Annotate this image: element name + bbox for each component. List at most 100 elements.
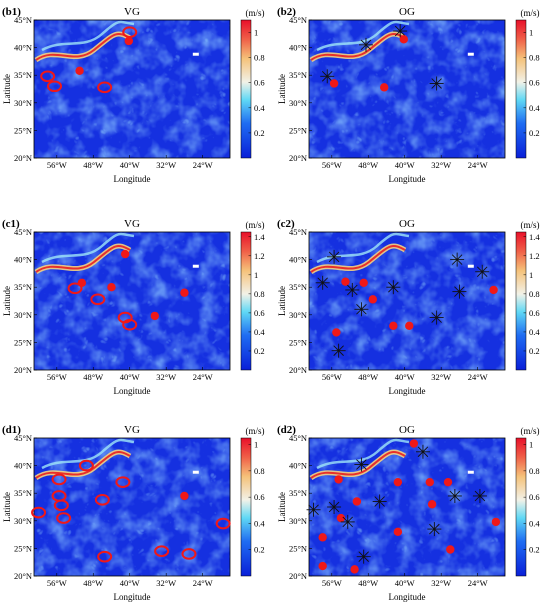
map-frame: [33, 19, 231, 159]
eddy-dot: [399, 35, 409, 44]
colorbar-tick-label: 0.2: [254, 346, 265, 356]
eddy-star: [356, 549, 371, 564]
y-tick-label: 35°N: [289, 282, 307, 292]
eddy-dot: [427, 500, 437, 509]
white-marker: [192, 52, 199, 56]
panel-c2: 56°W 48°W 40°W 32°W 24°W 20°N 25°N 30°N 35°N 40°N…: [277, 218, 540, 396]
colorbar-tick-label: 1: [254, 270, 258, 280]
eddy-star: [429, 76, 444, 91]
y-tick-label: 30°N: [289, 310, 307, 320]
colorbar: 0.2 0.4 0.6 0.8 1 1.2 1.4 (m/s): [515, 220, 540, 371]
eddy-dot: [150, 311, 159, 321]
star-stroke: [417, 446, 429, 458]
eddy-dot: [359, 278, 368, 287]
y-tick-label: 45°N: [14, 227, 32, 237]
colorbar-tick-label: 0.6: [254, 308, 265, 318]
eddy-dot: [352, 497, 362, 506]
colorbar-tick-label: 0.4: [254, 518, 265, 528]
eddy-dot: [318, 533, 327, 542]
y-axis-label: Latitude: [2, 74, 12, 104]
star-stroke: [356, 304, 367, 315]
white-marker: [192, 470, 199, 474]
eddy-dot: [107, 283, 116, 292]
map-frame: [33, 437, 231, 577]
colorbar-tick-label: 0.2: [529, 346, 540, 356]
eddy-star: [315, 275, 330, 290]
y-tick-label: 20°N: [14, 571, 32, 581]
eddy-dot: [350, 565, 359, 574]
colorbar-tick-label: 0.8: [529, 53, 540, 63]
colorbar-tick-label: 0.4: [529, 327, 540, 337]
star-stroke: [328, 251, 340, 263]
colorbar-tick-label: 0.2: [529, 128, 540, 138]
colorbar-tick-label: 1.2: [529, 251, 540, 261]
eddy-star: [452, 284, 467, 299]
eddy-contour: [56, 512, 72, 524]
map-filaments: [34, 438, 230, 576]
panel-d2: 56°W 48°W 40°W 32°W 24°W 20°N 25°N 30°N 35°N 40°N…: [277, 424, 540, 602]
eddy-star: [331, 343, 346, 358]
colorbar-tick-label: 0.6: [529, 308, 540, 318]
colorbar-gradient: [515, 19, 527, 159]
eddy-star: [340, 514, 355, 529]
x-tick-label: 40°W: [120, 578, 140, 588]
jet-line: [35, 245, 131, 273]
eddy-star: [393, 24, 408, 39]
jet-branch: [41, 232, 135, 264]
colorbar-unit: (m/s): [521, 8, 540, 18]
colorbar-tick-label: 0.4: [529, 518, 540, 528]
y-axis-label: Latitude: [2, 492, 12, 522]
eddy-contour: [40, 70, 56, 83]
x-tick-label: 32°W: [431, 160, 451, 170]
colorbar-tick-label: 0.8: [254, 289, 265, 299]
jet-branch: [316, 20, 410, 52]
x-tick-label: 48°W: [358, 578, 378, 588]
star-stroke: [321, 71, 333, 82]
panel-title: VG: [124, 424, 140, 436]
y-tick-label: 45°N: [289, 227, 307, 237]
colorbar-tick-label: 1: [254, 440, 258, 450]
y-tick-label: 25°N: [289, 543, 307, 553]
eddy-dot: [341, 277, 350, 286]
eddy-star: [372, 494, 387, 509]
eddy-dot: [425, 477, 434, 487]
eddy-star: [358, 37, 373, 52]
x-tick-label: 48°W: [83, 372, 103, 382]
colorbar: 0.2 0.4 0.6 0.8 1 (m/s): [515, 8, 540, 159]
eddy-dot: [446, 545, 455, 554]
eddy-contour: [97, 550, 113, 563]
star-stroke: [333, 345, 344, 356]
y-tick-label: 45°N: [14, 15, 32, 25]
eddy-dot: [75, 66, 84, 75]
colorbar-tick-label: 0.8: [254, 466, 265, 476]
panel-label: (b1): [2, 6, 21, 18]
x-axis-label: Longitude: [114, 592, 151, 602]
jet-line: [310, 245, 406, 273]
eddy-dot: [393, 527, 403, 537]
x-tick-label: 48°W: [358, 372, 378, 382]
star-stroke: [342, 516, 354, 528]
colorbar-unit: (m/s): [521, 220, 540, 230]
y-tick-label: 40°N: [289, 43, 307, 53]
white-marker: [467, 52, 474, 56]
y-tick-label: 30°N: [289, 98, 307, 108]
jet-line: [35, 451, 131, 479]
colorbar-gradient: [240, 437, 252, 577]
x-tick-label: 40°W: [395, 372, 415, 382]
gulf-stream-jet: [34, 438, 135, 481]
white-marker: [467, 264, 474, 268]
star-stroke: [474, 490, 486, 502]
star-stroke: [429, 523, 440, 535]
eddy-contour: [215, 517, 231, 530]
y-tick-label: 35°N: [14, 488, 32, 498]
eddy-dot: [318, 561, 327, 571]
colorbar-gradient: [240, 231, 252, 371]
colorbar-tick-label: 0.6: [529, 78, 540, 88]
colorbar-unit: (m/s): [521, 426, 540, 436]
x-axis-label: Longitude: [389, 386, 426, 396]
y-tick-label: 20°N: [289, 365, 307, 375]
colorbar-tick-label: 0.2: [254, 128, 265, 138]
x-tick-label: 32°W: [431, 578, 451, 588]
star-stroke: [451, 254, 463, 265]
